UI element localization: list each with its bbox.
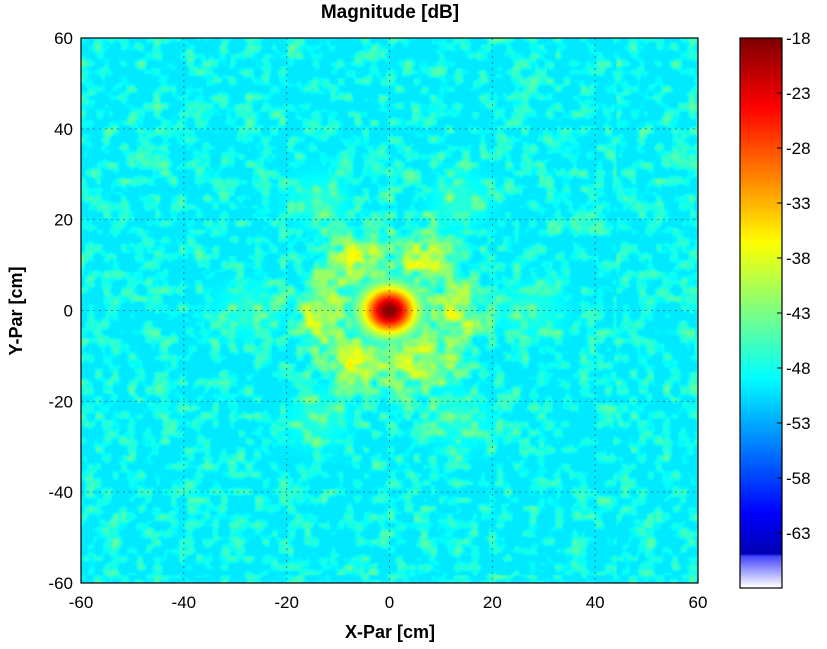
y-tick-label: -20 — [48, 392, 73, 411]
y-tick-label: -60 — [48, 574, 73, 593]
y-tick-label: 0 — [64, 302, 73, 321]
colorbar-tick-label: -23 — [786, 84, 811, 103]
colorbar-tick-label: -18 — [786, 29, 811, 48]
x-tick-label: -20 — [274, 593, 299, 612]
colorbar-tick-label: -63 — [786, 524, 811, 543]
y-tick-label: 40 — [54, 120, 73, 139]
y-axis: 60 40 20 0 -20 -40 -60 — [48, 29, 73, 593]
colorbar: -18 -23 -28 -33 -38 -43 -48 -53 -58 -63 — [739, 29, 811, 589]
colorbar-tick-label: -48 — [786, 359, 811, 378]
colorbar-tick-label: -33 — [786, 194, 811, 213]
x-tick-label: -60 — [69, 593, 94, 612]
plot-area — [80, 37, 699, 584]
colorbar-tick-label: -43 — [786, 304, 811, 323]
colorbar-gradient — [740, 38, 782, 588]
y-tick-label: 20 — [54, 211, 73, 230]
gridlines — [81, 38, 698, 583]
x-axis: -60 -40 -20 0 20 40 60 — [69, 593, 708, 612]
colorbar-ticks: -18 -23 -28 -33 -38 -43 -48 -53 -58 -63 — [777, 29, 811, 543]
colorbar-tick-label: -53 — [786, 414, 811, 433]
x-axis-title: X-Par [cm] — [345, 622, 435, 642]
colorbar-tick-label: -28 — [786, 139, 811, 158]
x-tick-label: 0 — [385, 593, 394, 612]
colorbar-tick-label: -38 — [786, 249, 811, 268]
y-tick-label: -40 — [48, 483, 73, 502]
x-tick-label: 20 — [483, 593, 502, 612]
x-tick-label: 40 — [586, 593, 605, 612]
y-axis-title: Y-Par [cm] — [6, 266, 26, 355]
x-tick-label: 60 — [689, 593, 708, 612]
x-tick-label: -40 — [172, 593, 197, 612]
y-tick-label: 60 — [54, 29, 73, 48]
colorbar-tick-label: -58 — [786, 469, 811, 488]
chart-title: Magnitude [dB] — [321, 2, 459, 23]
plot-frame — [80, 37, 699, 584]
